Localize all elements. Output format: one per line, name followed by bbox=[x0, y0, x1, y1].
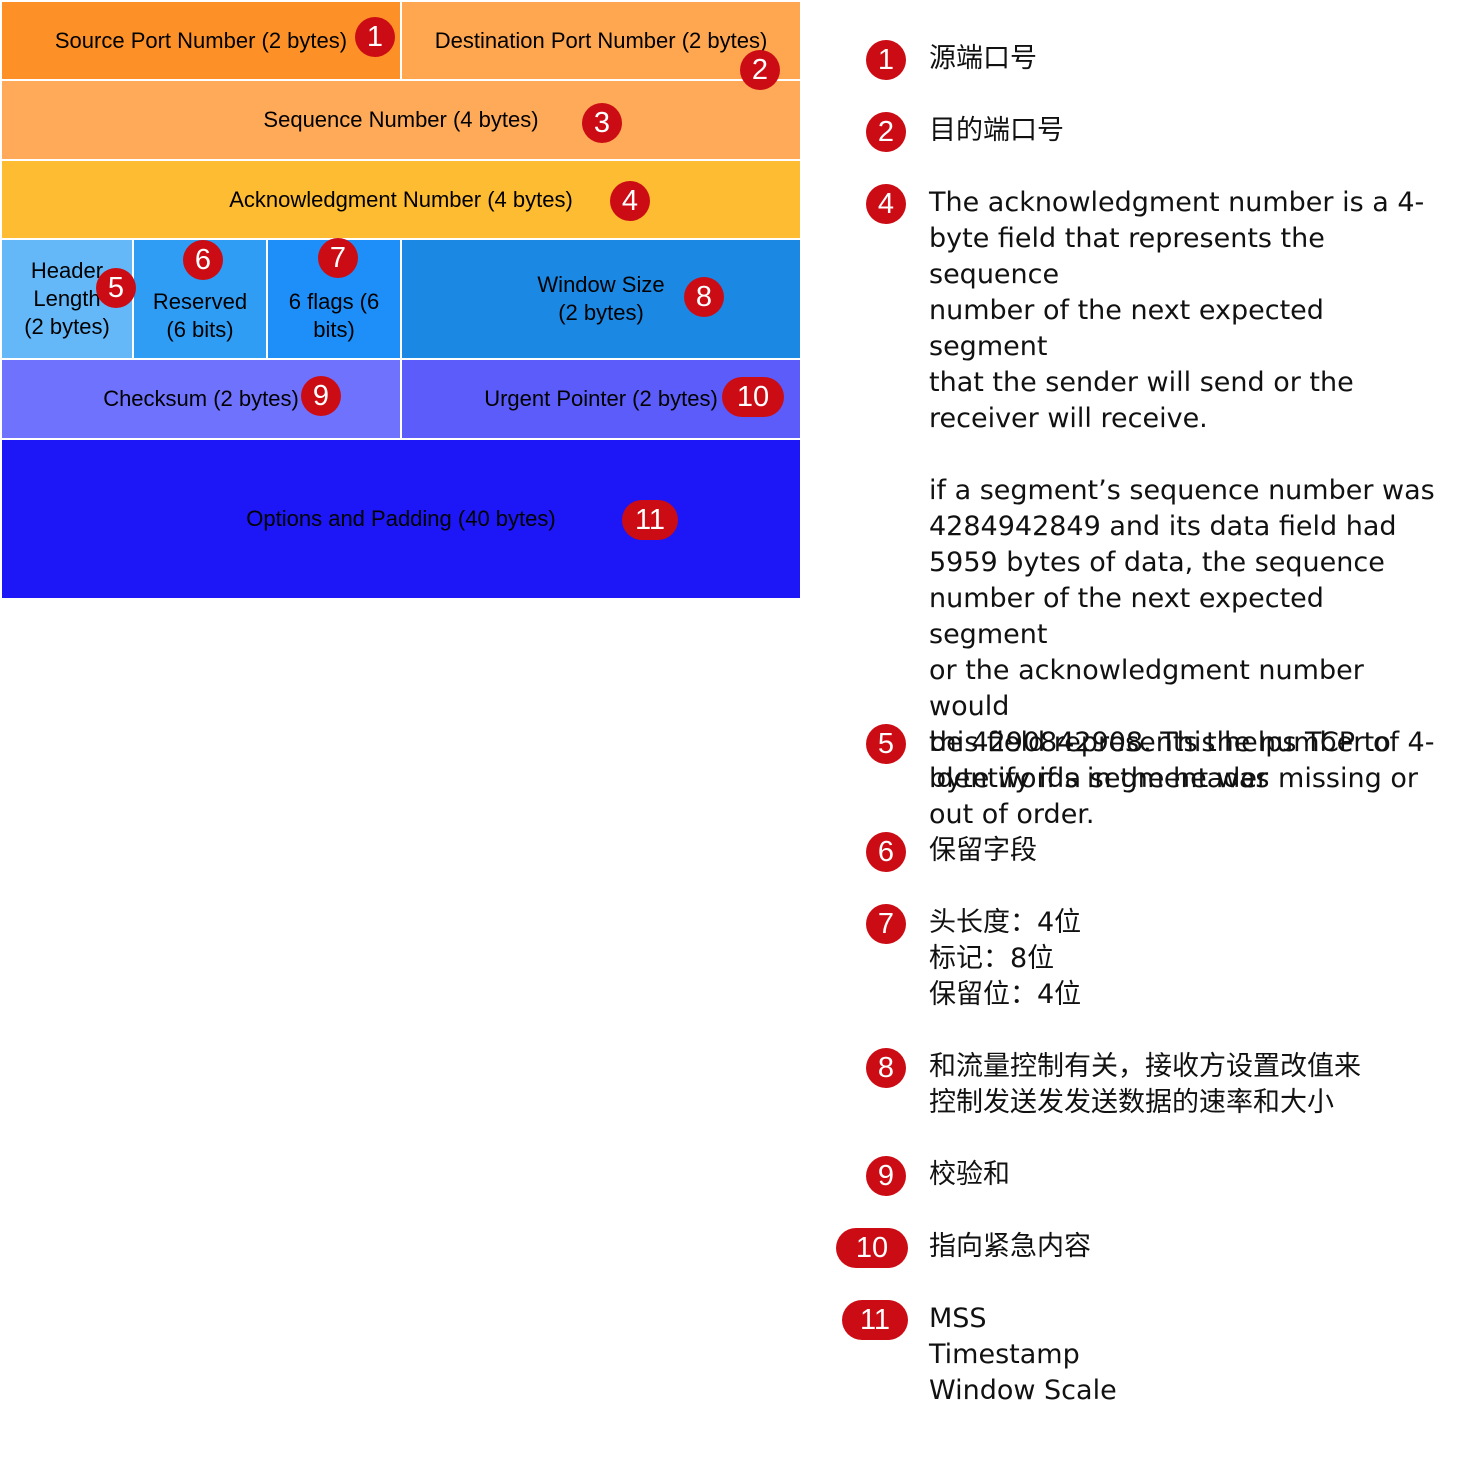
options-padding-field: Options and Padding (40 bytes) bbox=[2, 440, 800, 598]
legend-text-6: 保留字段 bbox=[929, 835, 1037, 866]
legend-text-5: this field represents the number of 4- b… bbox=[929, 727, 1435, 794]
legend-text-1: 源端口号 bbox=[929, 43, 1037, 74]
acknowledgment-number-field: Acknowledgment Number (4 bytes) bbox=[2, 161, 800, 238]
legend-badge-2: 2 bbox=[866, 112, 906, 152]
tcp-header-diagram: Source Port Number (2 bytes) Destination… bbox=[0, 0, 802, 602]
legend-text-11: MSS Timestamp Window Scale bbox=[929, 1303, 1117, 1406]
window-size-field: Window Size (2 bytes) bbox=[402, 240, 800, 358]
diagram-badge-11: 11 bbox=[622, 500, 678, 540]
legend-badge-11: 11 bbox=[842, 1300, 908, 1340]
legend-badge-4: 4 bbox=[866, 184, 906, 224]
source-port-label: Source Port Number (2 bytes) bbox=[54, 27, 348, 53]
reserved-label: Reserved (6 bits) bbox=[152, 289, 248, 342]
urgent-pointer-field: Urgent Pointer (2 bytes) bbox=[402, 360, 800, 438]
legend-badge-8: 8 bbox=[866, 1048, 906, 1088]
legend-text-9: 校验和 bbox=[929, 1159, 1010, 1190]
diagram-badge-10: 10 bbox=[722, 377, 784, 417]
diagram-badge-8: 8 bbox=[684, 277, 724, 317]
source-port-field: Source Port Number (2 bytes) bbox=[2, 2, 400, 79]
legend: 1 源端口号 2 目的端口号 4 The acknowledgment numb… bbox=[836, 0, 1456, 1484]
checksum-label: Checksum (2 bytes) bbox=[103, 386, 299, 411]
destination-port-label: Destination Port Number (2 bytes) bbox=[434, 27, 768, 53]
flags-label: 6 flags (6 bits) bbox=[288, 289, 380, 342]
legend-text-2: 目的端口号 bbox=[929, 115, 1064, 146]
diagram-badge-6: 6 bbox=[183, 240, 223, 280]
legend-text-4: The acknowledgment number is a 4- byte f… bbox=[929, 187, 1435, 830]
reserved-field: Reserved (6 bits) bbox=[134, 240, 266, 358]
legend-badge-10: 10 bbox=[836, 1228, 908, 1268]
options-padding-label: Options and Padding (40 bytes) bbox=[246, 506, 556, 531]
window-size-label: Window Size (2 bytes) bbox=[537, 272, 665, 325]
legend-badge-7: 7 bbox=[866, 904, 906, 944]
diagram-badge-9: 9 bbox=[301, 376, 341, 416]
legend-badge-1: 1 bbox=[866, 40, 906, 80]
diagram-badge-4: 4 bbox=[610, 181, 650, 221]
legend-badge-9: 9 bbox=[866, 1156, 906, 1196]
sequence-number-field: Sequence Number (4 bytes) bbox=[2, 81, 800, 159]
legend-badge-5: 5 bbox=[866, 724, 906, 764]
legend-text-10: 指向紧急内容 bbox=[929, 1231, 1091, 1262]
diagram-badge-2: 2 bbox=[740, 50, 780, 90]
legend-text-7: 头长度：4位 标记：8位 保留位：4位 bbox=[929, 907, 1082, 1010]
header-length-field: Header Length (2 bytes) bbox=[2, 240, 132, 358]
diagram-badge-3: 3 bbox=[582, 103, 622, 143]
urgent-pointer-label: Urgent Pointer (2 bytes) bbox=[484, 386, 718, 411]
diagram-badge-5: 5 bbox=[96, 268, 136, 308]
destination-port-field: Destination Port Number (2 bytes) bbox=[402, 2, 800, 79]
acknowledgment-number-label: Acknowledgment Number (4 bytes) bbox=[229, 186, 573, 212]
header-length-label: Header Length (2 bytes) bbox=[24, 258, 110, 339]
legend-badge-6: 6 bbox=[866, 832, 906, 872]
legend-text-8: 和流量控制有关，接收方设置改值来 控制发送发发送数据的速率和大小 bbox=[929, 1051, 1361, 1118]
diagram-badge-7: 7 bbox=[318, 238, 358, 278]
sequence-number-label: Sequence Number (4 bytes) bbox=[263, 107, 539, 132]
diagram-badge-1: 1 bbox=[355, 17, 395, 57]
